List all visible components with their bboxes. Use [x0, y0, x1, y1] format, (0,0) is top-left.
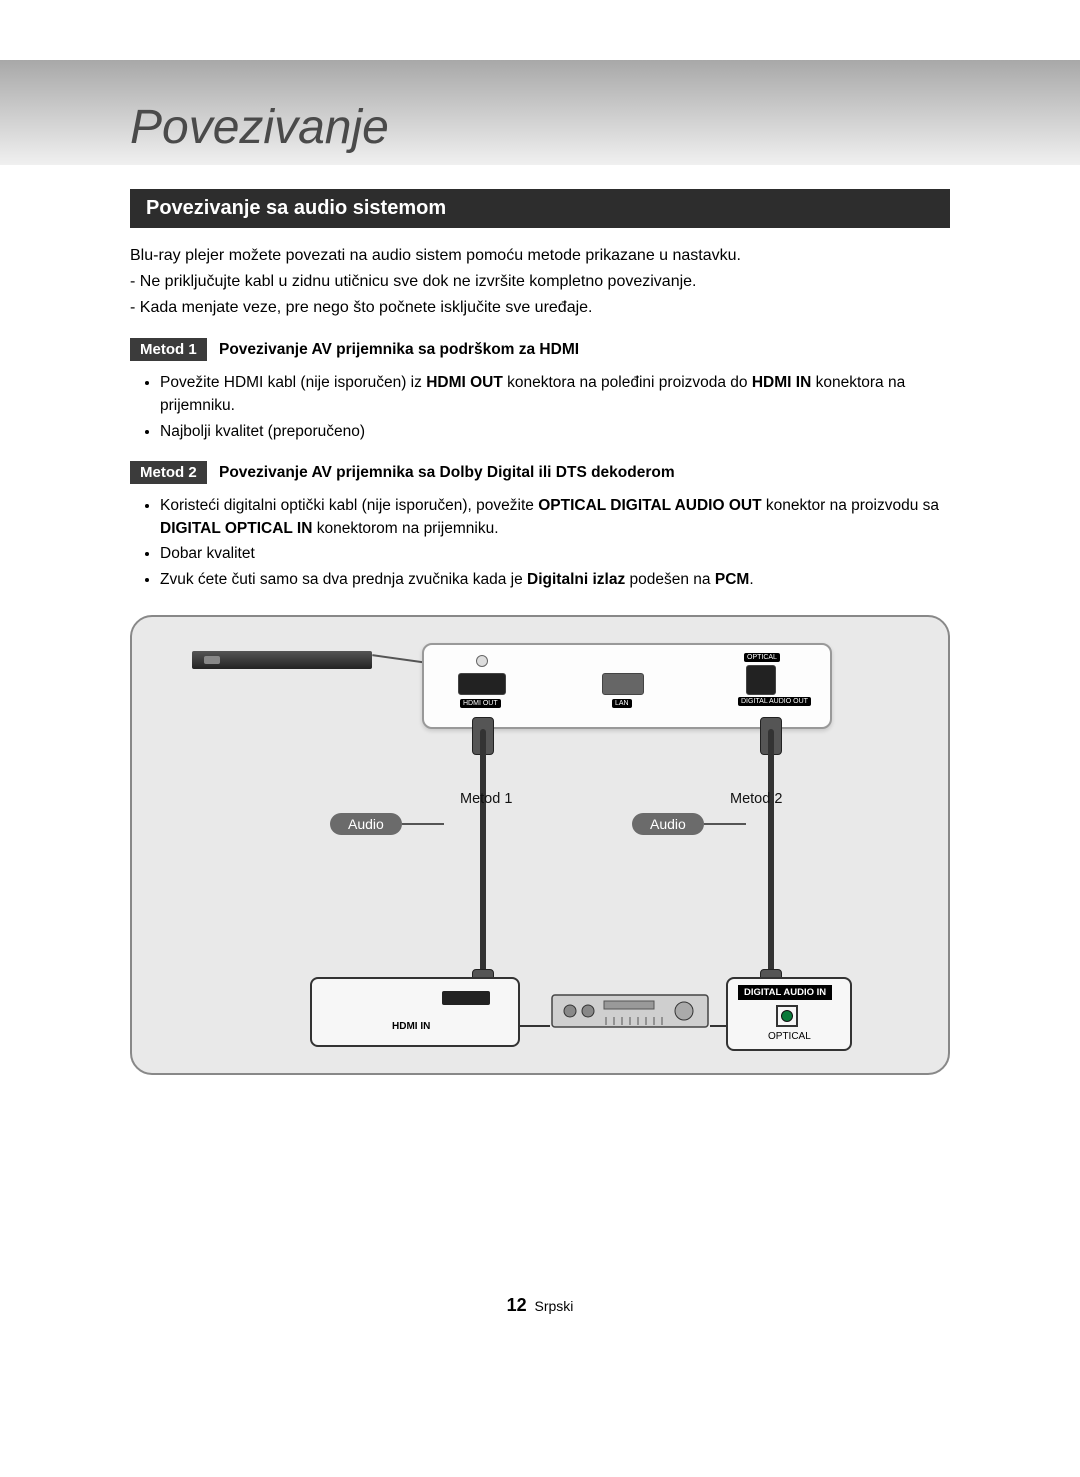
amplifier-icon	[550, 987, 710, 1035]
audio-pill: Audio	[330, 813, 402, 835]
intro-sub: - Kada menjate veze, pre nego što počnet…	[130, 296, 950, 320]
bullet: Najbolji kvalitet (preporučeno)	[160, 420, 950, 443]
bullet: Dobar kvalitet	[160, 542, 950, 565]
amplifier-svg-icon	[550, 987, 710, 1035]
page-number: 12	[507, 1295, 527, 1315]
hdmi-in-port-icon	[442, 991, 490, 1005]
digital-audio-in-label: DIGITAL AUDIO IN	[738, 985, 832, 1000]
hdmi-out-port-icon	[458, 673, 506, 695]
page-title: Povezivanje	[130, 100, 950, 155]
lan-label: LAN	[612, 699, 632, 708]
manual-page: Povezivanje Povezivanje sa audio sistemo…	[0, 0, 1080, 1356]
connection-diagram: HDMI OUT LAN DIGITAL AUDIO OUT OPTICAL M…	[130, 615, 950, 1075]
footer-lang: Srpski	[535, 1298, 574, 1314]
intro-block: Blu-ray plejer možete povezati na audio …	[130, 244, 950, 320]
rear-panel: HDMI OUT LAN DIGITAL AUDIO OUT OPTICAL	[422, 643, 832, 729]
method1-heading: Metod 1 Povezivanje AV prijemnika sa pod…	[130, 338, 950, 361]
method2-title: Povezivanje AV prijemnika sa Dolby Digit…	[219, 464, 675, 481]
digital-audio-out-label: DIGITAL AUDIO OUT	[738, 697, 811, 706]
audio-pill: Audio	[632, 813, 704, 835]
optical-out-port-icon	[746, 665, 776, 695]
page-footer: 12 Srpski	[130, 1295, 950, 1316]
bullet: Zvuk ćete čuti samo sa dva prednja zvučn…	[160, 568, 950, 591]
method2-badge: Metod 2	[130, 461, 207, 484]
connector-line	[520, 1025, 550, 1027]
hdmi-out-label: HDMI OUT	[460, 699, 501, 708]
method1-badge: Metod 1	[130, 338, 207, 361]
receiver-optical: DIGITAL AUDIO IN OPTICAL	[726, 977, 852, 1051]
intro-line: Blu-ray plejer možete povezati na audio …	[130, 244, 950, 268]
hdmi-cable-icon	[480, 729, 486, 999]
method2-tag: Metod 2	[730, 791, 782, 807]
method2-bullets: Koristeći digitalni optički kabl (nije i…	[130, 494, 950, 591]
optical-in-port-icon	[776, 1005, 798, 1027]
intro-sub: - Ne priključujte kabl u zidnu utičnicu …	[130, 270, 950, 294]
optical-label: OPTICAL	[768, 1031, 811, 1042]
header-band: Povezivanje	[0, 60, 1080, 165]
bullet: Koristeći digitalni optički kabl (nije i…	[160, 494, 950, 541]
hdmi-in-label: HDMI IN	[392, 1021, 430, 1032]
player-icon	[192, 651, 372, 669]
method1-bullets: Povežite HDMI kabl (nije isporučen) iz H…	[130, 371, 950, 443]
bullet: Povežite HDMI kabl (nije isporučen) iz H…	[160, 371, 950, 418]
lan-port-icon	[602, 673, 644, 695]
screw-icon	[476, 655, 488, 667]
method2-heading: Metod 2 Povezivanje AV prijemnika sa Dol…	[130, 461, 950, 484]
optical-small-label: OPTICAL	[744, 653, 780, 662]
method1-tag: Metod 1	[460, 791, 512, 807]
receiver-hdmi: HDMI IN	[310, 977, 520, 1047]
method1-title: Povezivanje AV prijemnika sa podrškom za…	[219, 341, 579, 358]
optical-cable-icon	[768, 729, 774, 999]
section-heading: Povezivanje sa audio sistemom	[130, 189, 950, 228]
